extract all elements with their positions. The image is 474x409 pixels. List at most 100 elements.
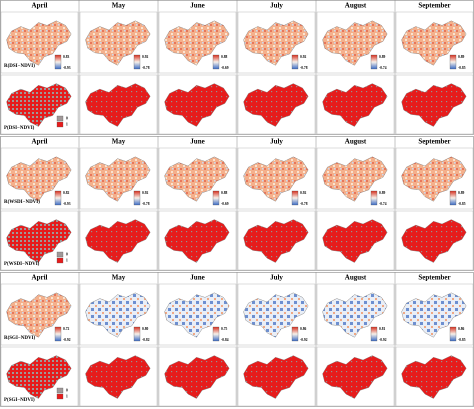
correlation-map [85, 292, 151, 338]
correlation-map [401, 20, 467, 66]
significance-map [85, 355, 151, 399]
cell-frame [395, 346, 474, 407]
cell-frame [158, 147, 237, 210]
month-header: July [270, 274, 283, 282]
colorbar-max: 0.88 [221, 55, 227, 59]
colorbar-min: -0.82 [142, 338, 150, 342]
cell-frame [395, 210, 474, 271]
correlation-map [243, 292, 309, 338]
cell-frame [0, 74, 79, 135]
legend-swatch [56, 393, 64, 400]
colorbar-min: -0.69 [221, 66, 229, 70]
correlation-map [322, 292, 388, 338]
month-header: September [418, 274, 450, 282]
significance-map [243, 83, 309, 127]
correlation-map [85, 156, 151, 202]
colorbar [54, 190, 62, 206]
colorbar-min: -0.85 [458, 338, 466, 342]
colorbar-max: 0.89 [458, 55, 464, 59]
cell-frame [0, 283, 79, 346]
cell-frame [316, 147, 395, 210]
month-header: September [418, 2, 450, 10]
colorbar-max: 0.75 [221, 327, 227, 331]
significance-map [85, 219, 151, 263]
significance-map [85, 83, 151, 127]
cell-frame [316, 11, 395, 74]
correlation-map [6, 20, 72, 66]
cell-frame [158, 210, 237, 271]
colorbar-max: 0.89 [458, 191, 464, 195]
colorbar-max: 0.88 [221, 191, 227, 195]
month-header: August [345, 2, 367, 10]
month-header: September [418, 138, 450, 146]
colorbar-max: 0.92 [300, 191, 306, 195]
cell-frame [237, 147, 316, 210]
colorbar-min: -0.74 [379, 202, 387, 206]
colorbar-min: -0.92 [379, 338, 387, 342]
month-header: June [190, 274, 204, 282]
correlation-map [322, 20, 388, 66]
cell-frame [395, 147, 474, 210]
colorbar-max: 0.89 [379, 191, 385, 195]
colorbar-max: 0.89 [379, 55, 385, 59]
month-header: August [345, 138, 367, 146]
colorbar-max: 0.80 [142, 327, 148, 331]
cell-frame [158, 283, 237, 346]
correlation-map [164, 292, 230, 338]
significance-map [6, 83, 72, 127]
colorbar-max: 0.72 [63, 327, 69, 331]
colorbar [291, 54, 299, 70]
significance-map [401, 355, 467, 399]
colorbar-min: -0.92 [300, 338, 308, 342]
legend-label: 0 [66, 252, 68, 256]
significance-map [243, 219, 309, 263]
cell-frame [316, 210, 395, 271]
month-header: May [112, 274, 126, 282]
colorbar [133, 54, 141, 70]
cell-frame [237, 346, 316, 407]
significance-map [322, 355, 388, 399]
colorbar-max: 0.92 [142, 191, 148, 195]
significance-map [243, 355, 309, 399]
month-header: April [32, 2, 48, 10]
legend-swatch [56, 115, 64, 122]
correlation-map [401, 292, 467, 338]
correlation-map [243, 20, 309, 66]
significance-map [322, 219, 388, 263]
month-header: April [32, 138, 48, 146]
correlation-map [243, 156, 309, 202]
colorbar-max: 0.92 [142, 55, 148, 59]
significance-map [164, 355, 230, 399]
colorbar [370, 54, 378, 70]
month-header: April [32, 274, 48, 282]
row-label: R(DSI−NDVI) [4, 64, 35, 69]
colorbar-min: -0.78 [300, 66, 308, 70]
colorbar-max: 0.86 [458, 327, 464, 331]
colorbar-min: -0.93 [63, 66, 71, 70]
colorbar-min: -0.74 [379, 66, 387, 70]
cell-frame [237, 210, 316, 271]
colorbar-min: -0.93 [63, 202, 71, 206]
correlation-map [164, 156, 230, 202]
row-label: P(SGI−NDVI) [4, 398, 35, 403]
colorbar-min: -0.84 [221, 338, 229, 342]
significance-map [164, 83, 230, 127]
legend-label: 1 [66, 122, 68, 126]
correlation-map [85, 20, 151, 66]
cell-frame [395, 283, 474, 346]
colorbar-max: 0.83 [63, 55, 69, 59]
cell-frame [237, 283, 316, 346]
cell-frame [0, 210, 79, 271]
significance-map [6, 219, 72, 263]
cell-frame [79, 11, 158, 74]
cell-frame [395, 11, 474, 74]
colorbar [291, 326, 299, 342]
legend-label: 0 [66, 388, 68, 392]
colorbar-min: -0.85 [458, 66, 466, 70]
colorbar [449, 54, 457, 70]
month-header: May [112, 138, 126, 146]
colorbar [212, 54, 220, 70]
significance-map [6, 355, 72, 399]
colorbar [370, 326, 378, 342]
